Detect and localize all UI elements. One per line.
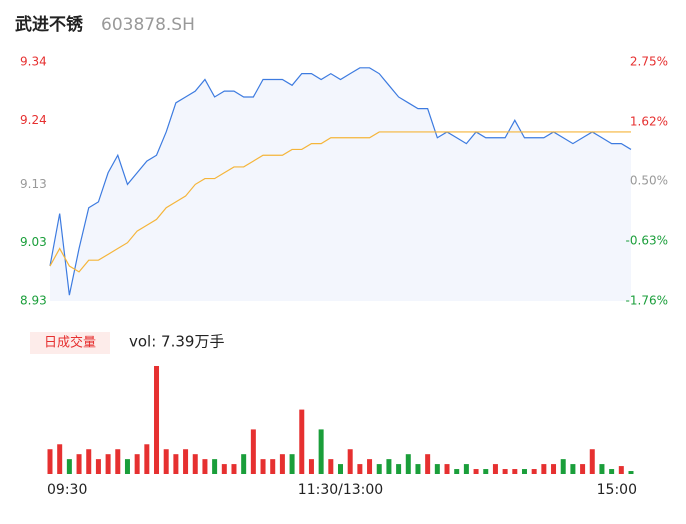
y-tick-label: 9.13: [20, 177, 47, 191]
volume-bar: [250, 429, 256, 474]
volume-bar: [609, 469, 615, 474]
y2-tick-label: 0.50%: [630, 174, 668, 188]
volume-bar: [57, 444, 63, 474]
volume-bar: [570, 464, 576, 474]
volume-bar: [512, 469, 518, 474]
volume-bar: [492, 464, 498, 474]
volume-bar: [115, 449, 121, 474]
volume-bar: [308, 459, 314, 474]
volume-bar: [483, 469, 489, 474]
volume-bar: [434, 464, 440, 474]
volume-bar: [202, 459, 208, 474]
volume-bar: [47, 449, 53, 474]
y2-tick-label: -1.76%: [626, 294, 668, 308]
volume-bar: [231, 464, 237, 474]
volume-bar: [386, 459, 392, 474]
volume-bar: [144, 444, 150, 474]
volume-bar: [454, 469, 460, 474]
volume-badge: [30, 332, 110, 354]
volume-bar: [318, 429, 324, 474]
volume-bar: [241, 454, 247, 474]
x-tick-label: 15:00: [597, 482, 637, 498]
volume-bar: [134, 454, 140, 474]
volume-bar: [405, 454, 411, 474]
volume-bar: [76, 454, 82, 474]
volume-bar: [618, 466, 624, 474]
y2-tick-label: -0.63%: [626, 234, 668, 248]
y2-tick-label: 2.75%: [630, 55, 668, 69]
volume-bar: [551, 464, 557, 474]
line-price: [49, 67, 632, 296]
volume-bar: [338, 464, 343, 474]
volume-bar: [212, 459, 218, 474]
volume-bar: [183, 449, 189, 474]
price-area: [50, 67, 631, 301]
stock-name: 武进不锈: [15, 14, 84, 35]
volume-badge-text: 日成交量: [44, 335, 96, 351]
volume-bar: [415, 464, 421, 474]
volume-bar: [173, 454, 179, 474]
volume-bar: [86, 449, 92, 474]
volume-bar: [444, 464, 450, 474]
volume-bar: [357, 464, 363, 474]
volume-bar: [367, 459, 373, 474]
volume-bar: [463, 464, 469, 474]
volume-bar: [260, 459, 266, 474]
line-average: [49, 131, 631, 273]
volume-bar: [163, 449, 169, 474]
y-tick-label: 8.93: [20, 294, 47, 308]
volume-bar: [192, 454, 198, 474]
volume-bar: [589, 449, 595, 474]
volume-bar: [299, 409, 305, 474]
volume-bar: [279, 454, 285, 474]
volume-bar: [396, 464, 402, 474]
volume-bar: [560, 459, 566, 474]
volume-bar: [124, 459, 130, 474]
volume-bar: [531, 469, 537, 474]
y-tick-label: 9.34: [20, 55, 47, 69]
volume-bar: [328, 459, 334, 474]
y-tick-label: 9.03: [20, 235, 47, 249]
volume-bar: [66, 459, 72, 474]
x-tick-label: 09:30: [47, 482, 87, 498]
y-tick-label: 9.24: [20, 113, 47, 127]
volume-bar: [541, 464, 547, 474]
volume-bar: [105, 454, 111, 474]
volume-bar: [221, 464, 227, 474]
volume-bar: [154, 365, 160, 474]
volume-bar: [289, 454, 295, 474]
volume-bar: [473, 469, 479, 474]
volume-bar: [270, 459, 276, 474]
y2-tick-label: 1.62%: [630, 114, 668, 128]
volume-text: vol: 7.39万手: [129, 333, 224, 351]
x-tick-label: 11:30/13:00: [298, 482, 383, 498]
stock-code: 603878.SH: [101, 15, 195, 35]
volume-bar: [599, 464, 605, 474]
volume-bar: [95, 459, 101, 474]
volume-bar: [628, 471, 634, 474]
volume-bar: [425, 454, 431, 474]
volume-bar: [580, 464, 586, 474]
volume-bar: [502, 469, 508, 474]
volume-bar: [376, 464, 382, 474]
volume-bar: [521, 469, 527, 474]
volume-bar: [347, 449, 353, 474]
